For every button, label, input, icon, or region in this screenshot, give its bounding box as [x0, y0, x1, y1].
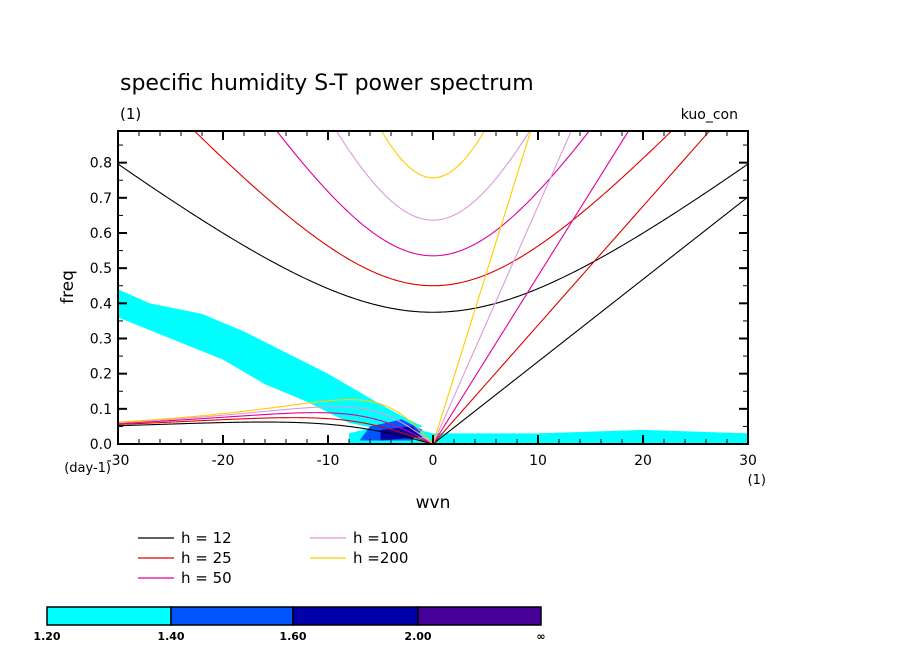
colorbar-label: 1.40	[157, 630, 184, 643]
power-region-1	[349, 422, 748, 444]
y-axis-unit: (day-1)	[64, 461, 111, 476]
chart-subtitle-right: kuo_con	[681, 107, 738, 123]
x-axis-unit: (1)	[748, 473, 766, 488]
legend-label-h100: h =100	[353, 529, 408, 547]
y-tick-label: 0.1	[90, 402, 112, 418]
y-tick-label: 0.2	[90, 367, 112, 383]
chart-subtitle-left: (1)	[120, 105, 141, 123]
legend-label-h50: h = 50	[181, 569, 232, 587]
ig-curve-h25	[193, 131, 673, 287]
power-region-0	[118, 289, 423, 434]
y-tick-label: 0.7	[90, 191, 112, 207]
colorbar-segment-1	[170, 606, 294, 626]
chart-title: specific humidity S-T power spectrum	[120, 71, 534, 96]
kelvin-curve-h200	[432, 131, 532, 444]
kelvin-curve-h12	[432, 196, 748, 444]
colorbar-label: 1.60	[279, 630, 306, 643]
colorbar-label: 2.00	[404, 630, 431, 643]
colorbar-segment-3	[417, 606, 542, 626]
x-tick-label: 20	[634, 453, 652, 469]
colorbar-segment-2	[292, 606, 419, 626]
rossby-curve-h200	[118, 399, 434, 444]
y-tick-label: 0.0	[90, 437, 112, 453]
ig-curve-h100	[335, 131, 531, 221]
x-tick-label: 10	[529, 453, 547, 469]
ig-curve-h12	[118, 163, 748, 313]
colorbar: 1.20 1.40 1.60 2.00 ∞	[33, 606, 546, 643]
kelvin-curve-h25	[432, 131, 711, 444]
y-tick-label: 0.4	[90, 296, 112, 312]
x-axis-label: wvn	[416, 493, 451, 513]
y-tick-label: 0.6	[90, 226, 112, 242]
dispersion-curves	[118, 131, 748, 444]
rossby-curve-h100	[118, 406, 434, 444]
x-tick-label: -20	[212, 453, 235, 469]
x-tick-label: 30	[739, 453, 757, 469]
x-tick-label: -10	[317, 453, 340, 469]
kelvin-curve-h50	[432, 131, 630, 444]
legend-label-h200: h =200	[353, 549, 408, 567]
legend: h = 12 h = 25 h = 50 h =100 h =200	[138, 529, 408, 587]
rossby-curve-h50	[118, 412, 434, 444]
kelvin-curve-h100	[432, 131, 572, 444]
x-tick-label: 0	[429, 453, 438, 469]
y-tick-label: 0.5	[90, 261, 112, 277]
rossby-curve-h12	[118, 421, 434, 444]
legend-label-h25: h = 25	[181, 549, 232, 567]
axes: -30 -20 -10 0 10 20 30 0.0 0.1 0.2 0.3 0.4 0.5 0.6 0.7…	[90, 130, 757, 469]
y-axis-label: freq	[58, 270, 78, 304]
y-tick-label: 0.8	[90, 156, 112, 172]
y-tick-label: 0.3	[90, 331, 112, 347]
ig-curve-h50	[276, 131, 590, 257]
x-tick-label: -30	[107, 453, 130, 469]
colorbar-segment-0	[46, 606, 172, 626]
colorbar-label: ∞	[536, 630, 545, 643]
colorbar-label: 1.20	[33, 630, 60, 643]
ig-curve-h200	[380, 131, 486, 179]
legend-label-h12: h = 12	[181, 529, 232, 547]
rossby-curve-h25	[118, 417, 434, 444]
